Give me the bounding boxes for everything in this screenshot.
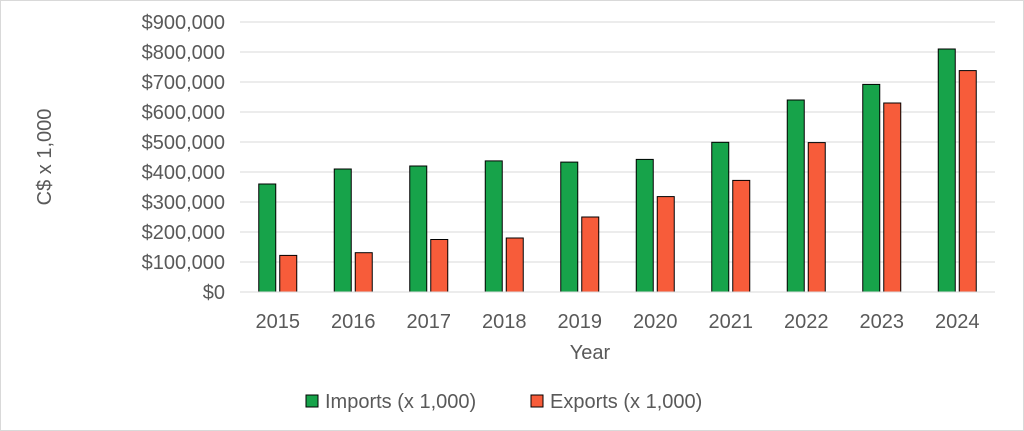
y-tick-label: $100,000: [142, 252, 225, 274]
y-tick-label: $500,000: [142, 132, 225, 154]
legend: Imports (x 1,000) Exports (x 1,000): [305, 391, 702, 413]
y-tick-label: $700,000: [142, 72, 225, 94]
x-tick-label: 2019: [558, 311, 603, 333]
bar-exports-2018: [505, 237, 524, 293]
bar-imports-2021: [711, 141, 730, 293]
bar-imports-2020: [635, 158, 654, 293]
bar-imports-2017: [409, 165, 428, 293]
bar-imports-2016: [333, 168, 352, 293]
bar-exports-2020: [656, 196, 675, 293]
y-tick-label: $900,000: [142, 12, 225, 34]
x-tick-label: 2021: [709, 311, 754, 333]
y-tick-label: $600,000: [142, 102, 225, 124]
bar-exports-2016: [354, 252, 373, 293]
y-axis-ticks: $0 $100,000 $200,000 $300,000 $400,000 $500,0…: [142, 12, 225, 304]
legend-swatch-imports: [305, 394, 319, 408]
bar-exports-2023: [883, 102, 902, 293]
y-tick-label: $800,000: [142, 42, 225, 64]
x-tick-label: 2020: [633, 311, 678, 333]
x-tick-label: 2018: [482, 311, 527, 333]
bar-exports-2017: [430, 239, 449, 293]
bar-imports-2015: [258, 183, 277, 293]
bar-exports-2024: [958, 70, 977, 293]
bar-imports-2024: [937, 48, 956, 293]
bar-exports-2015: [279, 254, 298, 293]
x-axis-ticks: 2015 2016 2017 2018 2019 2020 2021 2022 2023 2024: [256, 311, 980, 333]
x-axis-title: Year: [570, 342, 611, 364]
legend-swatch-exports: [530, 394, 544, 408]
y-tick-label: $200,000: [142, 222, 225, 244]
y-tick-label: $400,000: [142, 162, 225, 184]
bar-imports-2019: [560, 161, 579, 293]
bar-imports-2023: [862, 83, 881, 293]
bar-exports-2021: [732, 179, 751, 293]
bar-imports-2018: [484, 160, 503, 293]
x-tick-label: 2022: [784, 311, 829, 333]
x-tick-label: 2016: [331, 311, 376, 333]
bar-exports-2022: [807, 142, 826, 293]
x-tick-label: 2024: [935, 311, 980, 333]
legend-label-imports: Imports (x 1,000): [325, 391, 476, 413]
y-tick-label: $0: [203, 282, 225, 304]
x-tick-label: 2023: [860, 311, 905, 333]
x-tick-label: 2015: [256, 311, 301, 333]
y-tick-label: $300,000: [142, 192, 225, 214]
x-tick-label: 2017: [407, 311, 452, 333]
bar-exports-2019: [581, 216, 600, 293]
bars: [258, 48, 977, 293]
bar-imports-2022: [786, 99, 805, 293]
legend-label-exports: Exports (x 1,000): [550, 391, 702, 413]
y-axis-title: C$ x 1,000: [34, 109, 56, 206]
gridlines: [240, 21, 995, 263]
